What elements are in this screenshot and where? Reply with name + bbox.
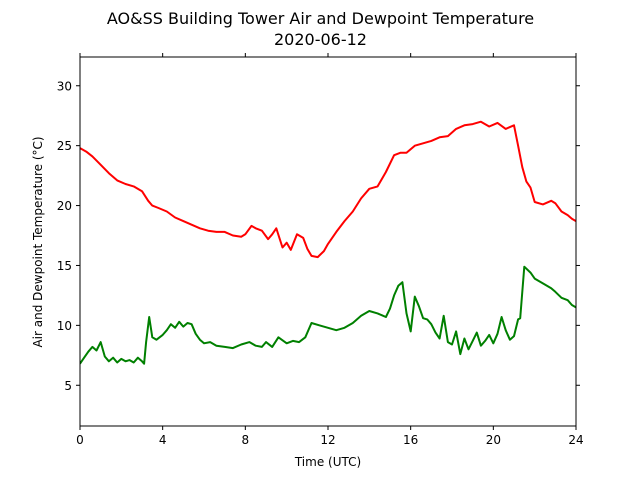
axes-frame <box>79 56 577 427</box>
chart-subtitle: 2020-06-12 <box>274 30 367 49</box>
y-tick-label-4: 25 <box>57 139 72 153</box>
y-tick-label-2: 15 <box>57 259 72 273</box>
x-tick-label-0: 0 <box>76 433 84 447</box>
y-tick-label-3: 20 <box>57 199 72 213</box>
y-axis-label: Air and Dewpoint Temperature (°C) <box>31 136 45 347</box>
x-axis-label: Time (UTC) <box>294 455 361 469</box>
x-tick-label-3: 12 <box>320 433 335 447</box>
x-tick-label-1: 4 <box>159 433 167 447</box>
chart-title: AO&SS Building Tower Air and Dewpoint Te… <box>107 9 534 28</box>
plot-area <box>80 120 576 365</box>
series-line-1 <box>80 120 576 259</box>
x-tick-label-6: 24 <box>568 433 583 447</box>
x-axis: 0 4 8 12 16 20 24 <box>76 53 584 447</box>
series-layer <box>80 120 576 365</box>
x-tick-label-2: 8 <box>242 433 250 447</box>
y-tick-label-0: 5 <box>64 379 72 393</box>
y-axis: 5 10 15 20 25 30 <box>57 79 580 393</box>
series-line-2 <box>80 265 576 365</box>
y-tick-label-1: 10 <box>57 319 72 333</box>
y-tick-label-5: 30 <box>57 79 72 93</box>
x-tick-label-5: 20 <box>486 433 501 447</box>
x-tick-label-4: 16 <box>403 433 418 447</box>
